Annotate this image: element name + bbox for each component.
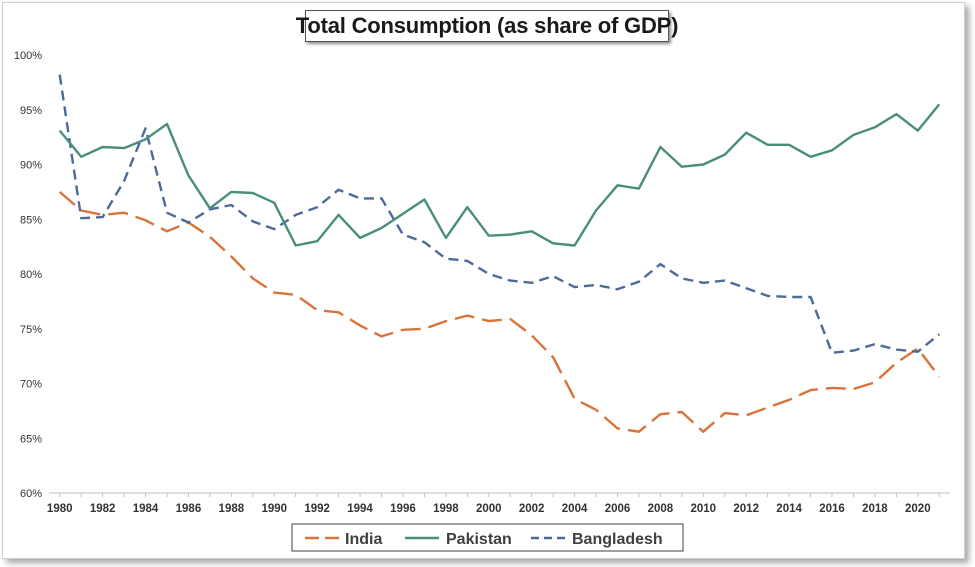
y-tick-label: 90% bbox=[20, 160, 42, 172]
x-tick-label: 1988 bbox=[219, 503, 245, 515]
x-tick-label: 2002 bbox=[519, 503, 545, 515]
y-tick-label: 75% bbox=[20, 324, 42, 336]
x-tick-label: 1990 bbox=[261, 503, 287, 515]
x-tick-label: 2006 bbox=[605, 503, 631, 515]
x-tick-label: 1998 bbox=[433, 503, 459, 515]
x-tick-label: 2004 bbox=[562, 503, 588, 515]
x-tick-label: 2016 bbox=[819, 503, 845, 515]
x-tick-label: 1996 bbox=[390, 503, 416, 515]
chart-frame bbox=[2, 2, 965, 559]
x-tick-label: 2010 bbox=[691, 503, 717, 515]
series-line-india bbox=[58, 190, 941, 433]
chart-title: Total Consumption (as share of GDP) bbox=[295, 13, 679, 38]
legend-label-bangladesh: Bangladesh bbox=[572, 531, 663, 548]
x-tick-label: 1984 bbox=[133, 503, 159, 515]
x-tick-label: 1980 bbox=[47, 503, 73, 515]
x-tick-label: 2014 bbox=[776, 503, 802, 515]
y-tick-label: 70% bbox=[20, 379, 42, 391]
y-tick-label: 95% bbox=[20, 105, 42, 117]
legend-box bbox=[291, 523, 684, 552]
x-tick-label: 1982 bbox=[90, 503, 116, 515]
x-tick-label: 1992 bbox=[304, 503, 330, 515]
chart-title-box: Total Consumption (as share of GDP) bbox=[296, 10, 678, 42]
y-axis: 60% 65% 70% 75% 80% 85% 90% 95% 100% bbox=[14, 50, 42, 500]
y-tick-label: 80% bbox=[20, 269, 42, 281]
series-lines bbox=[58, 74, 941, 433]
series-line-pakistan bbox=[58, 103, 941, 247]
y-tick-label: 85% bbox=[20, 214, 42, 226]
y-tick-label: 100% bbox=[14, 50, 42, 62]
x-tick-label: 1994 bbox=[347, 503, 373, 515]
y-tick-label: 65% bbox=[20, 433, 42, 445]
legend-label-pakistan: Pakistan bbox=[446, 531, 512, 548]
series-line-bangladesh bbox=[58, 74, 941, 354]
x-tick-label: 2020 bbox=[905, 503, 931, 515]
x-tick-label: 2012 bbox=[733, 503, 759, 515]
x-axis: 1980 1982 1984 1986 1988 1990 1992 1994 1996 1998… bbox=[47, 492, 950, 515]
y-tick-label: 60% bbox=[20, 488, 42, 500]
legend-label-india: India bbox=[345, 531, 382, 548]
x-tick-label: 2008 bbox=[648, 503, 674, 515]
x-tick-label: 2000 bbox=[476, 503, 502, 515]
legend: India Pakistan Bangladesh bbox=[291, 523, 684, 552]
x-tick-label: 1986 bbox=[176, 503, 202, 515]
x-tick-label: 2018 bbox=[862, 503, 888, 515]
